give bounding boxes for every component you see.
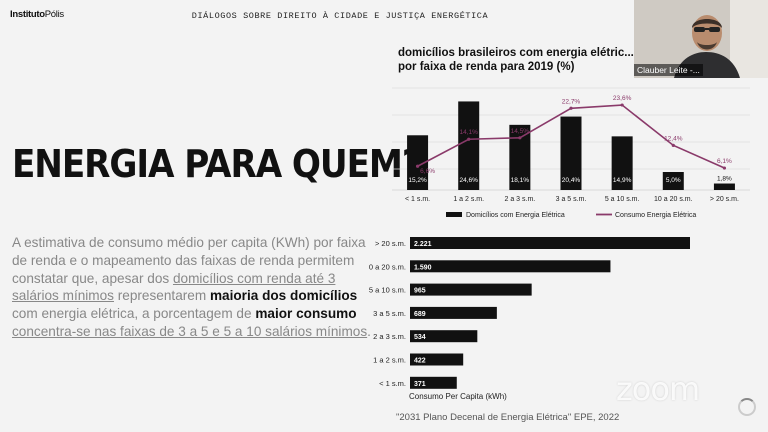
slide-body-text: A estimativa de consumo médio per capita… [12, 235, 371, 339]
hbar [410, 330, 478, 343]
hbar [410, 260, 611, 273]
line-point [415, 164, 420, 168]
x-tick-label: 1 a 2 s.m. [453, 196, 484, 203]
y-tick-label: < 1 s.m. [379, 379, 406, 388]
hbar-value-label: 371 [414, 381, 426, 388]
line-value-label: 6,1% [717, 158, 732, 165]
y-tick-label: > 20 s.m. [375, 239, 406, 248]
hbar-value-label: 965 [414, 288, 426, 295]
bar [713, 183, 735, 190]
bar-value-label: 1,8% [717, 176, 732, 183]
line-value-label: 23,6% [613, 95, 632, 102]
bar-value-label: 20,4% [562, 177, 581, 184]
bar [458, 101, 480, 190]
body-bold-phrase: maioria dos domicílios [209, 288, 358, 304]
bar [560, 116, 582, 190]
hbar [410, 306, 497, 319]
hbar [410, 376, 457, 389]
slide-source-citation: "2031 Plano Decenal de Energia Elétrica"… [396, 412, 620, 423]
legend-label: Domicílios com Energia Elétrica [466, 212, 565, 219]
body-underlined-phrase: concentra-se nas faixas de 3 a 5 e 5 a 1… [12, 323, 368, 339]
line-value-label: 22,7% [562, 98, 581, 105]
x-tick-label: 2 a 3 s.m. [504, 196, 535, 203]
line-value-label: 14,5% [511, 128, 530, 135]
x-tick-label: 10 a 20 s.m. [654, 196, 693, 203]
bar [662, 172, 684, 190]
slide-headline: ENERGIA PARA QUEM? [12, 142, 422, 186]
hbar-value-label: 1.590 [414, 264, 432, 271]
y-tick-label: 3 a 5 s.m. [373, 309, 406, 318]
line-point [620, 103, 624, 107]
line-point [467, 137, 471, 141]
bar-value-label: 15,2% [408, 177, 427, 184]
line-point [518, 136, 522, 140]
hbar [410, 283, 532, 296]
hbar-value-label: 534 [414, 334, 426, 341]
legend-label: Consumo Energia Elétrica [615, 212, 696, 219]
participant-name-label: Clauber Leite -... [634, 64, 703, 76]
hbar-value-label: 422 [414, 358, 426, 365]
line-value-label: 12,4% [664, 135, 683, 142]
hbar-value-label: 2.221 [414, 241, 432, 248]
x-tick-label: 5 a 10 s.m. [605, 196, 640, 203]
hbar [410, 237, 690, 249]
bar-value-label: 14,9% [613, 177, 632, 184]
line-point [722, 166, 727, 170]
y-tick-label: 0 a 20 s.m. [369, 262, 406, 271]
loading-spinner-icon [738, 398, 756, 416]
y-tick-label: 5 a 10 s.m. [369, 286, 406, 295]
bar [407, 135, 429, 190]
y-tick-label: 1 a 2 s.m. [373, 356, 406, 365]
line-value-label: 6,6% [420, 168, 435, 175]
bar-value-label: 24,6% [459, 177, 478, 184]
bar [509, 124, 531, 190]
line-value-label: 14,1% [459, 129, 478, 136]
hbar-value-label: 689 [414, 311, 426, 318]
zoom-watermark: zoom [616, 370, 700, 408]
y-tick-label: 2 a 3 s.m. [373, 332, 406, 341]
body-underlined-phrase: domicílios com renda até 3 salários míni… [12, 270, 336, 304]
chart-title: domicílios brasileiros com energia elétr… [398, 47, 634, 73]
presentation-header-title: DIÁLOGOS SOBRE DIREITO À CIDADE E JUSTIÇ… [191, 11, 489, 21]
line-point [569, 106, 573, 110]
x-tick-label: > 20 s.m. [710, 196, 739, 203]
line-point [671, 143, 675, 147]
x-axis-label: Consumo Per Capita (kWh) [409, 392, 507, 401]
legend-swatch-bars [446, 212, 462, 217]
x-tick-label: < 1 s.m. [405, 196, 430, 203]
body-bold-phrase: maior consumo [255, 306, 357, 322]
instituto-polis-logo: InstitutoPólis [10, 9, 64, 20]
x-tick-label: 3 a 5 s.m. [556, 196, 587, 203]
hbar [410, 353, 464, 366]
bar [611, 136, 633, 190]
bar-value-label: 18,1% [511, 177, 530, 184]
video-tile[interactable]: Clauber Leite -... [634, 0, 768, 78]
bar-value-label: 5,0% [666, 177, 681, 184]
